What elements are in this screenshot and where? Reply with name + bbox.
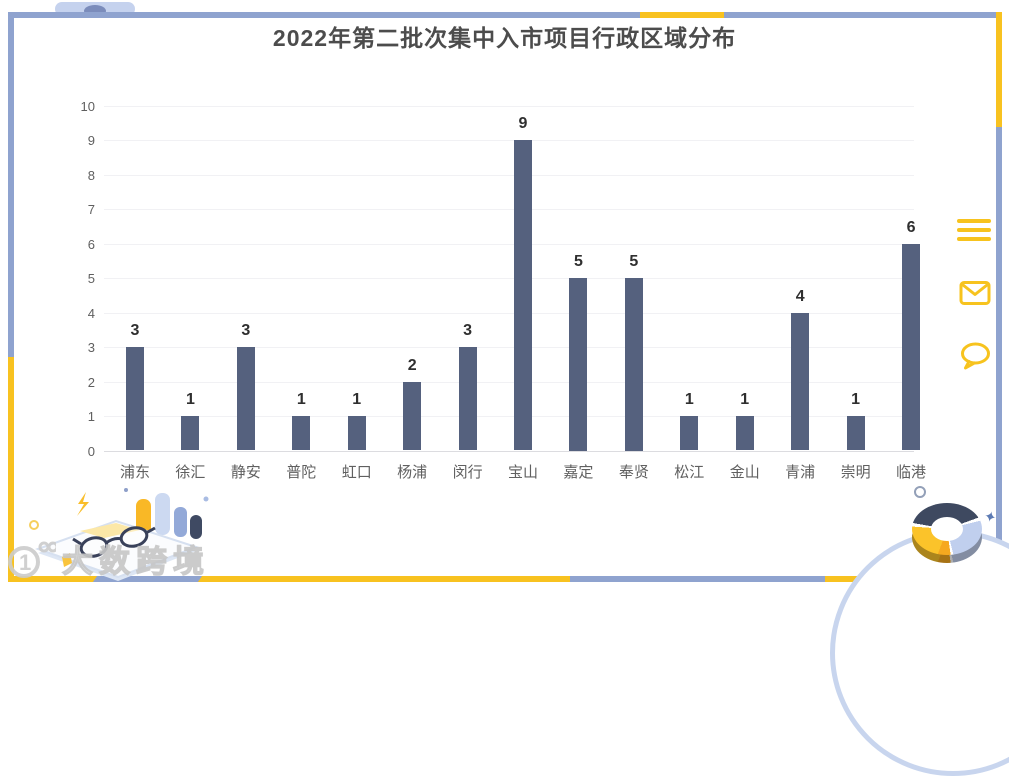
bar-value-label: 3 bbox=[130, 322, 140, 340]
frame-accent-left-yellow bbox=[8, 357, 14, 582]
x-tick-label: 杨浦 bbox=[397, 464, 428, 481]
gridline bbox=[104, 450, 914, 452]
y-tick-label: 9 bbox=[87, 133, 95, 149]
bar-value-label: 1 bbox=[851, 391, 861, 409]
gridline bbox=[104, 278, 914, 280]
bar bbox=[680, 416, 699, 451]
gridline bbox=[104, 174, 914, 176]
x-tick-label: 静安 bbox=[230, 464, 261, 481]
frame-accent-right-yellow bbox=[996, 12, 1002, 127]
bar bbox=[181, 416, 200, 451]
gridline bbox=[104, 312, 914, 314]
x-tick-label: 普陀 bbox=[286, 464, 317, 481]
bar bbox=[347, 416, 366, 451]
y-tick-label: 7 bbox=[87, 202, 95, 218]
gridline bbox=[104, 140, 914, 142]
x-tick-label: 松江 bbox=[674, 464, 705, 481]
frame-border-right bbox=[996, 12, 1002, 582]
y-tick-label: 0 bbox=[87, 443, 95, 459]
bar-value-label: 5 bbox=[629, 253, 639, 271]
bar bbox=[846, 416, 865, 451]
chart-title: 2022年第二批次集中入市项目行政区域分布 bbox=[272, 25, 737, 51]
bar bbox=[791, 312, 810, 451]
gridline bbox=[104, 347, 914, 349]
bar bbox=[902, 243, 921, 451]
bar-value-label: 9 bbox=[518, 115, 528, 133]
y-tick-label: 2 bbox=[87, 374, 95, 390]
watermark-logo-icon: 1 bbox=[8, 541, 56, 578]
gridline bbox=[104, 416, 914, 418]
x-tick-label: 闵行 bbox=[452, 464, 483, 481]
watermark-text: 大数跨境 bbox=[61, 543, 210, 579]
x-tick-label: 虹口 bbox=[341, 464, 372, 481]
bar-value-label: 2 bbox=[407, 356, 417, 374]
lightning-icon bbox=[77, 492, 89, 516]
y-tick-label: 3 bbox=[87, 340, 95, 356]
plot-area: 0 1 2 3 4 5 6 7 8 9 10 3 浦东 1 徐汇 3 静安 1 普陀 1 虹口 2 杨浦 3 闵行 9 宝山 5 嘉定 5… bbox=[80, 99, 927, 481]
x-tick-label: 金山 bbox=[729, 464, 760, 481]
bar bbox=[292, 416, 311, 451]
mail-icon[interactable] bbox=[959, 280, 991, 306]
bar bbox=[514, 140, 532, 451]
x-tick-label: 青浦 bbox=[785, 464, 816, 481]
frame-accent-top-yellow bbox=[640, 12, 724, 18]
bar-value-label: 5 bbox=[573, 253, 583, 271]
gridline bbox=[104, 209, 914, 211]
y-tick-label: 4 bbox=[87, 305, 95, 321]
bar-value-label: 4 bbox=[795, 287, 805, 305]
bar-value-label: 1 bbox=[684, 391, 694, 409]
bar-value-label: 1 bbox=[185, 391, 195, 409]
x-tick-label: 崇明 bbox=[840, 464, 871, 481]
3d-donut-chart-graphic bbox=[912, 503, 982, 555]
x-tick-label: 浦东 bbox=[119, 464, 150, 481]
isometric-book-chart-illustration bbox=[29, 488, 209, 581]
y-tick-label: 8 bbox=[87, 167, 95, 183]
bar bbox=[403, 381, 422, 451]
bar bbox=[458, 347, 477, 451]
x-tick-label: 徐汇 bbox=[175, 464, 206, 481]
chat-icon[interactable] bbox=[960, 342, 991, 370]
svg-text:1: 1 bbox=[19, 550, 31, 575]
bar-value-label: 1 bbox=[296, 391, 306, 409]
menu-icon[interactable] bbox=[957, 219, 991, 246]
bar-value-label: 3 bbox=[463, 322, 473, 340]
gridline bbox=[104, 381, 914, 383]
y-tick-label: 1 bbox=[87, 409, 95, 425]
x-tick-label: 奉贤 bbox=[618, 464, 649, 481]
gridline bbox=[104, 243, 914, 245]
y-tick-label: 5 bbox=[87, 271, 95, 287]
frame-bottom-blue-segment bbox=[570, 576, 825, 582]
bar bbox=[236, 347, 255, 451]
x-tick-label: 嘉定 bbox=[563, 464, 594, 481]
glasses-icon bbox=[72, 526, 156, 558]
gridline bbox=[104, 106, 914, 107]
watermark: 1 大数跨境 bbox=[4, 536, 210, 581]
x-tick-label: 临港 bbox=[896, 464, 927, 481]
bar-value-label: 1 bbox=[740, 391, 750, 409]
bar-value-label: 1 bbox=[352, 391, 362, 409]
bar bbox=[126, 347, 144, 451]
bar bbox=[569, 278, 588, 451]
frame-border-top bbox=[8, 12, 1002, 18]
bar bbox=[624, 278, 643, 451]
bar-value-label: 6 bbox=[906, 218, 916, 236]
y-tick-label: 6 bbox=[87, 236, 95, 252]
slide: 2022年第二批次集中入市项目行政区域分布 0 1 2 3 4 5 6 7 8 9 10 3 浦东 1 徐汇… bbox=[4, 2, 1009, 776]
x-tick-label: 宝山 bbox=[507, 464, 538, 481]
bar bbox=[735, 416, 754, 451]
frame-border-left bbox=[8, 12, 14, 582]
y-tick-label: 10 bbox=[80, 99, 95, 114]
bar-value-label: 3 bbox=[241, 322, 251, 340]
circle-decoration bbox=[914, 486, 926, 498]
frame-border-bottom bbox=[8, 576, 1002, 582]
